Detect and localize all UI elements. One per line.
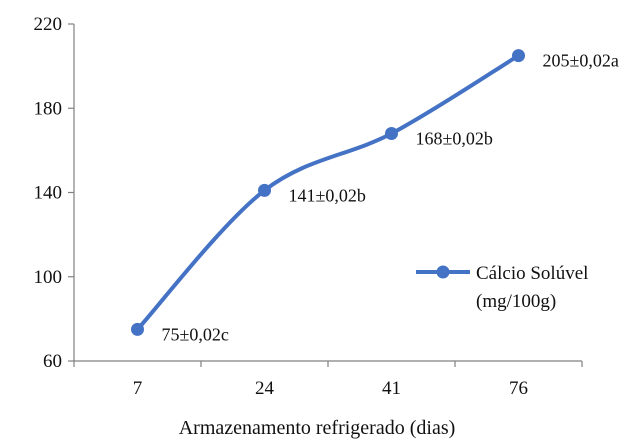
y-tick-label: 180 [34,98,63,119]
series-line [135,53,521,332]
y-tick-label: 140 [34,183,63,204]
legend: Cálcio Solúvel (mg/100g) [416,263,588,312]
y-tick-label: 60 [43,351,62,372]
x-axis-title: Armazenamento refrigerado (dias) [179,417,456,439]
data-label: 141±0,02b [289,185,366,205]
data-point [512,49,525,63]
y-tick-label: 220 [34,14,63,35]
data-label: 75±0,02c [162,324,229,344]
data-labels: 75±0,02c 141±0,02b 168±0,02b 205±0,02a [162,51,619,345]
x-tick-label: 24 [255,378,275,399]
x-tick-label: 7 [133,378,143,399]
y-tick-label: 100 [34,267,63,288]
data-label: 168±0,02b [416,129,493,149]
series-layer [131,49,525,336]
y-axis-ticks: 60 100 140 180 220 [34,14,74,372]
legend-label-line-2: (mg/100g) [476,291,556,312]
data-point [131,322,144,336]
x-axis-ticks: 7 24 41 76 [73,361,583,399]
data-point [385,127,398,141]
data-label: 205±0,02a [543,51,619,71]
data-point [258,183,271,197]
x-tick-label: 41 [382,378,401,399]
legend-label-line-1: Cálcio Solúvel [476,263,588,284]
legend-marker-swatch [436,265,450,279]
x-tick-label: 76 [509,378,528,399]
